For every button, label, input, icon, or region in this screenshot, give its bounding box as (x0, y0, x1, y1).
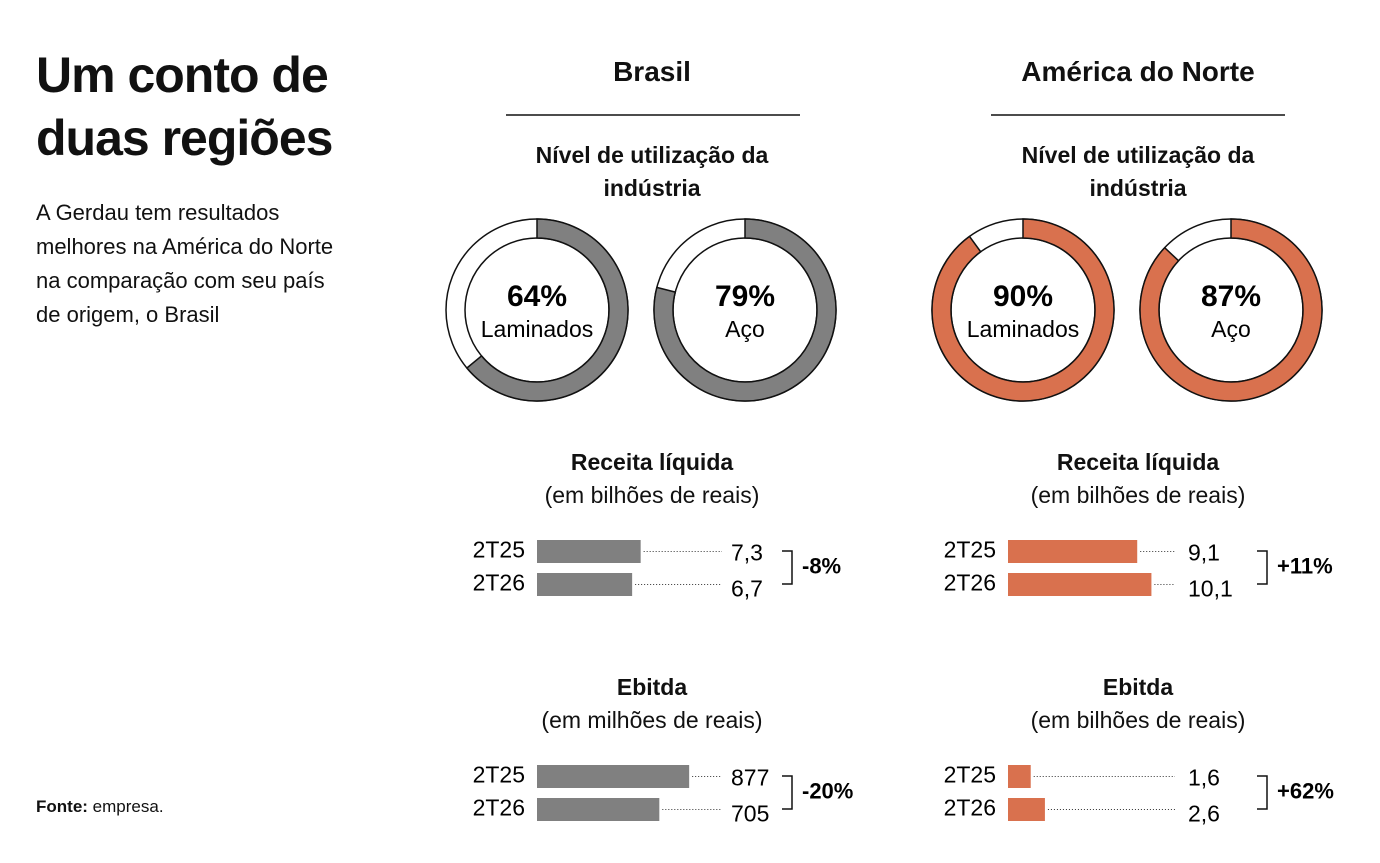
donut-segment (1139, 218, 1323, 402)
chart-subtitle: (em milhões de reais) (541, 707, 763, 733)
category-label: Laminados (481, 316, 594, 342)
region-title: Brasil (613, 56, 691, 87)
bar (1008, 540, 1138, 563)
value-label: 90% (993, 280, 1053, 313)
bar (1008, 798, 1045, 821)
source: Fonte: empresa. (36, 797, 164, 817)
page-title: Um conto de duas regiões (36, 47, 333, 166)
chart-title: Nível de utilização da indústria (535, 142, 769, 201)
bar (537, 765, 690, 788)
change-label: +62% (1277, 778, 1334, 803)
change-label: -8% (802, 553, 841, 578)
change-label: +11% (1277, 553, 1333, 578)
category-label: 2T25 (944, 762, 996, 788)
category-label: Aço (725, 316, 765, 342)
value-label: 877 (731, 765, 769, 791)
category-label: 2T25 (473, 762, 525, 788)
source-text: empresa. (92, 797, 164, 816)
value-label: 1,6 (1188, 765, 1220, 791)
chart-title: Ebitda (1102, 674, 1174, 700)
bar (537, 540, 641, 563)
donut-segment (931, 218, 1115, 402)
bracket (782, 775, 793, 810)
value-label: 79% (715, 280, 775, 313)
bar (537, 573, 633, 596)
category-label: 2T26 (944, 795, 996, 821)
category-label: 2T26 (473, 795, 525, 821)
chart-title: Receita líquida (570, 449, 734, 475)
value-label: 10,1 (1188, 576, 1233, 602)
donut-segment (465, 218, 629, 402)
value-label: 6,7 (731, 576, 763, 602)
chart-title: Nível de utilização da indústria (1021, 142, 1255, 201)
bar (1008, 573, 1152, 596)
value-label: 705 (731, 801, 769, 827)
description: A Gerdau tem resultados melhores na Amér… (36, 200, 334, 327)
category-label: 2T25 (473, 537, 525, 563)
bracket (1257, 550, 1268, 585)
change-label: -20% (802, 778, 853, 803)
bar (537, 798, 660, 821)
value-label: 87% (1201, 280, 1261, 313)
chart-title: Receita líquida (1056, 449, 1220, 475)
chart-subtitle: (em bilhões de reais) (1030, 707, 1246, 733)
chart-title: Ebitda (616, 674, 688, 700)
donut-segment (653, 218, 837, 402)
bracket (782, 550, 793, 585)
category-label: 2T26 (473, 570, 525, 596)
value-label: 64% (507, 280, 567, 313)
value-label: 9,1 (1188, 540, 1220, 566)
region-title: América do Norte (1021, 56, 1255, 87)
chart-subtitle: (em bilhões de reais) (544, 482, 760, 508)
value-label: 7,3 (731, 540, 763, 566)
category-label: Aço (1211, 316, 1251, 342)
bar (1008, 765, 1031, 788)
chart-subtitle: (em bilhões de reais) (1030, 482, 1246, 508)
category-label: 2T26 (944, 570, 996, 596)
category-label: Laminados (967, 316, 1080, 342)
value-label: 2,6 (1188, 801, 1220, 827)
source-label: Fonte: (36, 797, 88, 816)
category-label: 2T25 (944, 537, 996, 563)
bracket (1257, 775, 1268, 810)
